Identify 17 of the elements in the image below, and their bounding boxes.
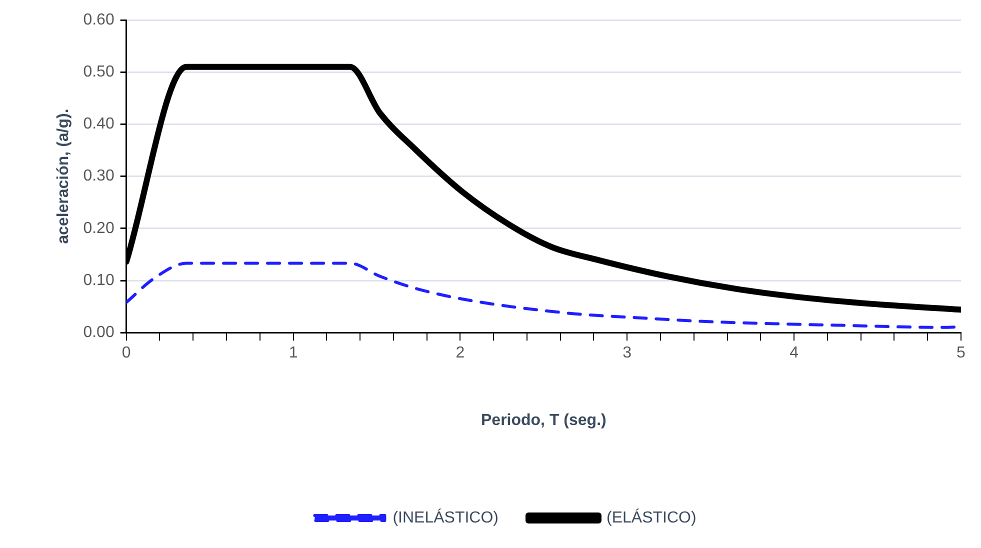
legend-label: (INELÁSTICO)	[392, 508, 499, 526]
y-tick-label: 0.00	[83, 324, 114, 342]
x-tick-label: 2	[456, 344, 465, 362]
y-tick-label: 0.10	[83, 272, 114, 289]
y-tick-label: 0.60	[83, 11, 114, 28]
y-tick-label: 0.40	[83, 116, 114, 133]
y-tick-label: 0.20	[83, 220, 114, 237]
x-tick-label: 5	[956, 344, 966, 362]
x-tick-label: 0	[122, 344, 131, 362]
legend-label: (ELÁSTICO)	[606, 508, 696, 526]
x-tick-label: 1	[288, 344, 298, 362]
y-tick-label: 0.30	[83, 168, 114, 185]
x-axis-title: Periodo, T (seg.)	[481, 412, 606, 429]
x-tick-label: 4	[790, 344, 799, 362]
x-tick-label: 3	[622, 344, 632, 362]
y-axis-title: aceleración, (a/g).	[55, 108, 72, 244]
y-tick-label: 0.50	[83, 64, 114, 81]
